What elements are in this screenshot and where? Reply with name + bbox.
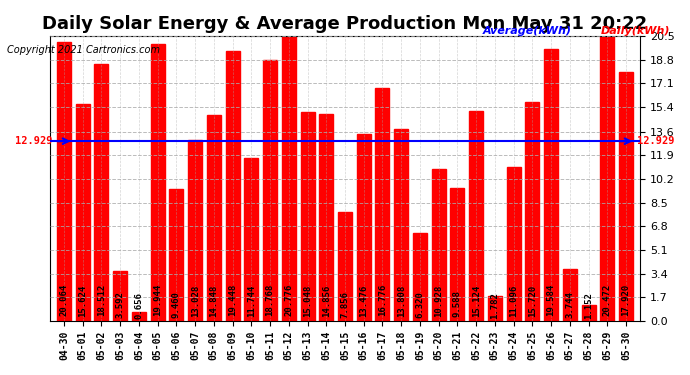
- Text: 14.856: 14.856: [322, 285, 331, 317]
- Text: Daily(kWh): Daily(kWh): [600, 26, 670, 36]
- Bar: [432, 169, 446, 321]
- Bar: [488, 296, 502, 321]
- Bar: [469, 111, 483, 321]
- Text: 18.768: 18.768: [266, 284, 275, 316]
- Bar: [244, 158, 258, 321]
- Title: Daily Solar Energy & Average Production Mon May 31 20:22: Daily Solar Energy & Average Production …: [42, 15, 648, 33]
- Text: 0.656: 0.656: [135, 292, 144, 319]
- Text: 13.808: 13.808: [397, 285, 406, 317]
- Text: 12.929: 12.929: [638, 136, 675, 146]
- Bar: [319, 114, 333, 321]
- Text: 9.460: 9.460: [172, 291, 181, 318]
- Text: 20.064: 20.064: [59, 284, 68, 316]
- Text: Average(kWh): Average(kWh): [483, 26, 572, 36]
- Bar: [525, 102, 540, 321]
- Text: 19.584: 19.584: [546, 284, 555, 316]
- Text: 3.744: 3.744: [565, 291, 574, 318]
- Text: 19.448: 19.448: [228, 284, 237, 316]
- Bar: [57, 42, 71, 321]
- Text: 11.096: 11.096: [509, 285, 518, 317]
- Text: 18.512: 18.512: [97, 284, 106, 316]
- Bar: [301, 112, 315, 321]
- Text: 3.592: 3.592: [116, 291, 125, 318]
- Bar: [169, 189, 184, 321]
- Text: 12.929: 12.929: [15, 136, 52, 146]
- Text: 14.848: 14.848: [209, 285, 218, 317]
- Text: 20.776: 20.776: [284, 284, 293, 316]
- Bar: [600, 36, 614, 321]
- Bar: [76, 104, 90, 321]
- Bar: [357, 134, 371, 321]
- Text: 15.624: 15.624: [78, 284, 87, 316]
- Bar: [563, 269, 577, 321]
- Bar: [282, 32, 296, 321]
- Bar: [413, 233, 427, 321]
- Text: 1.152: 1.152: [584, 292, 593, 319]
- Text: Copyright 2021 Cartronics.com: Copyright 2021 Cartronics.com: [7, 45, 160, 55]
- Bar: [132, 312, 146, 321]
- Text: 15.720: 15.720: [528, 284, 537, 316]
- Text: 15.048: 15.048: [303, 285, 312, 317]
- Bar: [263, 60, 277, 321]
- Bar: [207, 114, 221, 321]
- Text: 10.928: 10.928: [434, 285, 443, 317]
- Bar: [394, 129, 408, 321]
- Text: 17.920: 17.920: [622, 284, 631, 316]
- Text: 7.856: 7.856: [340, 291, 350, 318]
- Text: 13.476: 13.476: [359, 285, 368, 317]
- Text: 9.588: 9.588: [453, 291, 462, 318]
- Bar: [619, 72, 633, 321]
- Text: 6.320: 6.320: [415, 291, 424, 318]
- Bar: [95, 64, 108, 321]
- Text: 13.028: 13.028: [190, 285, 199, 317]
- Bar: [150, 44, 165, 321]
- Bar: [226, 51, 239, 321]
- Bar: [451, 188, 464, 321]
- Bar: [188, 140, 202, 321]
- Text: 19.944: 19.944: [153, 284, 162, 316]
- Text: 11.744: 11.744: [247, 285, 256, 317]
- Text: 20.472: 20.472: [603, 284, 612, 316]
- Bar: [506, 166, 521, 321]
- Text: 15.124: 15.124: [472, 285, 481, 317]
- Bar: [582, 305, 595, 321]
- Bar: [375, 88, 389, 321]
- Bar: [544, 49, 558, 321]
- Bar: [113, 271, 127, 321]
- Text: 1.782: 1.782: [491, 292, 500, 319]
- Text: 16.776: 16.776: [378, 284, 387, 316]
- Bar: [338, 212, 352, 321]
